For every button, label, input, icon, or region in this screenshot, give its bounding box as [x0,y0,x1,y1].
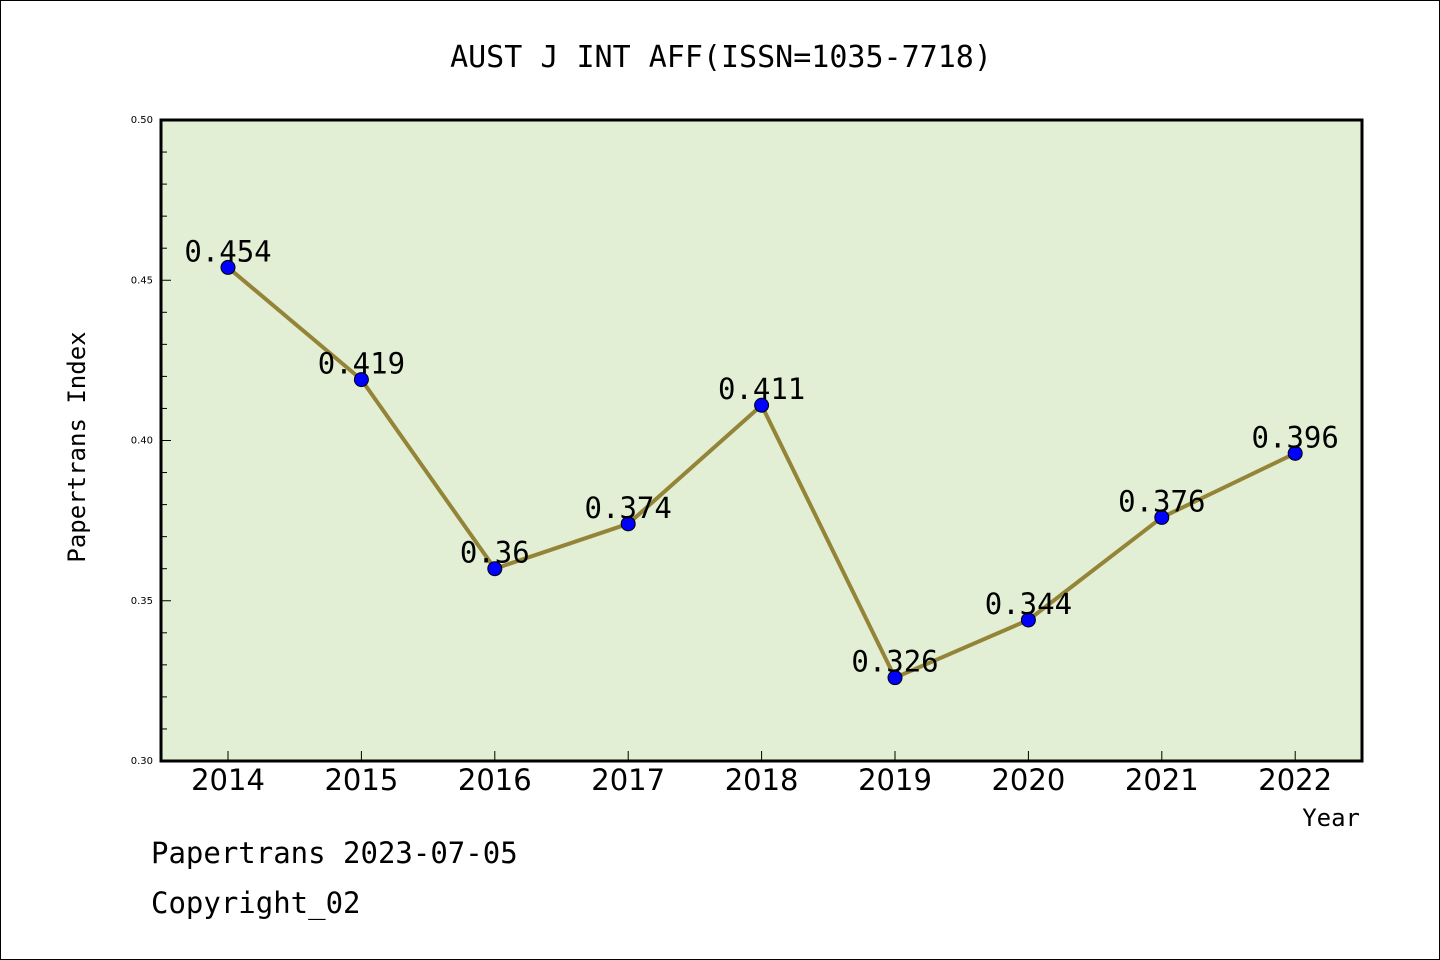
data-label: 0.344 [985,587,1072,621]
x-tick-label: 2019 [858,763,932,797]
y-tick-label: 0.35 [131,596,153,607]
footer-date: Papertrans 2023-07-05 [151,836,518,870]
data-label: 0.454 [184,234,271,268]
y-tick-label: 0.40 [131,436,153,447]
data-point [887,670,903,686]
x-tick-label: 2014 [191,763,265,797]
data-label: 0.374 [585,491,672,525]
data-point [1020,612,1036,628]
chart-title: AUST J INT AFF(ISSN=1035-7718) [450,40,992,75]
data-point [220,259,236,275]
data-label-layer: 0.454 0.419 0.36 0.374 0.411 0.326 0.344 0.376 0… [184,234,1339,678]
data-point [620,516,636,532]
data-label: 0.419 [318,347,405,381]
data-point [1154,509,1170,525]
data-point [1287,445,1303,461]
x-tick-label: 2016 [458,763,532,797]
x-axis-label: Year [1302,804,1360,832]
y-tick-label: 0.50 [131,115,153,126]
data-label: 0.411 [718,372,805,406]
data-point [353,372,369,388]
y-tick-label: 0.30 [131,756,153,767]
x-tick-label: 2015 [324,763,398,797]
footer-copyright: Copyright_02 [151,886,361,920]
data-label: 0.36 [460,536,530,570]
y-axis-label: Papertrans Index [63,331,91,562]
data-label: 0.376 [1118,484,1205,518]
data-point [487,561,503,577]
x-tick-label: 2018 [725,763,799,797]
x-tick-label: 2017 [591,763,665,797]
plot-area [159,118,1364,763]
x-tick-label: 2022 [1258,763,1332,797]
x-axis: 2014 2015 2016 2017 2018 2019 2020 2021 2022 [191,751,1332,797]
data-point [754,397,770,413]
series-layer [220,259,1303,686]
x-tick-label: 2021 [1125,763,1199,797]
y-axis: 0.30 0.35 0.40 0.45 0.50 [131,115,171,767]
x-tick-label: 2020 [991,763,1065,797]
y-tick-label: 0.45 [131,275,153,286]
data-label: 0.396 [1252,420,1339,454]
data-label: 0.326 [851,645,938,679]
